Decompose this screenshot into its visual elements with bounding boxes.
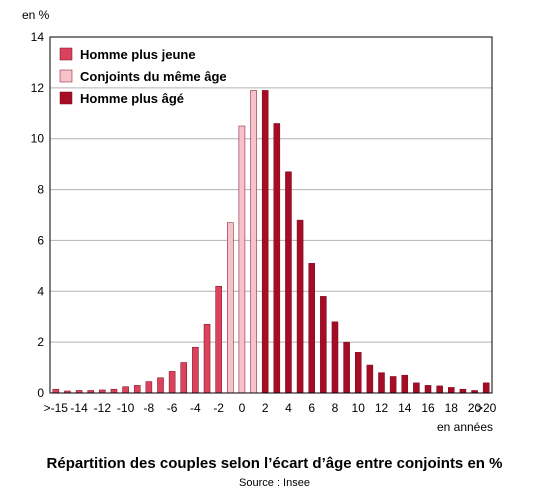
bar — [308, 263, 315, 394]
x-tick-label: 16 — [421, 401, 435, 415]
x-tick-label: 12 — [375, 401, 389, 415]
y-tick-label: 4 — [37, 284, 44, 298]
y-axis-label: en % — [22, 8, 50, 22]
y-tick-label: 8 — [37, 183, 44, 197]
bar — [122, 386, 129, 394]
bar — [238, 125, 246, 394]
x-tick-label: -12 — [94, 401, 112, 415]
legend-swatch — [59, 91, 73, 105]
x-tick-label: 8 — [332, 401, 339, 415]
legend-label: Homme plus âgé — [80, 91, 184, 106]
y-tick-label: 12 — [31, 81, 45, 95]
bar — [320, 296, 327, 394]
x-tick-label: -6 — [167, 401, 178, 415]
y-tick-labels: 0 2 4 6 8 10 12 14 — [31, 30, 45, 400]
chart-source: Source : Insee — [239, 477, 310, 489]
x-tick-label: 18 — [445, 401, 459, 415]
bar — [482, 382, 490, 394]
x-tick-label: >-15 — [44, 401, 69, 415]
plot-frame — [49, 36, 493, 394]
bar — [343, 341, 350, 394]
chart-title: Répartition des couples selon l’écart d’… — [46, 455, 503, 472]
bar — [192, 346, 199, 394]
x-tick-label: -14 — [70, 401, 88, 415]
x-tick-labels: >-15 -14 -12 -10 -8 -6 -4 -2 0 2 4 6 8 10 12 14 16 18 20>2… — [44, 401, 497, 415]
y-tick-label: 10 — [31, 132, 45, 146]
x-tick-label: -8 — [144, 401, 155, 415]
bar — [378, 372, 385, 394]
y-tick-label: 6 — [37, 233, 44, 247]
bar — [424, 385, 432, 394]
bar — [133, 385, 141, 394]
x-tick-label: 0 — [239, 401, 246, 415]
x-tick-label: 10 — [352, 401, 366, 415]
bar — [366, 364, 374, 394]
bar — [250, 90, 257, 394]
bar — [331, 321, 339, 394]
y-tick-label: 2 — [37, 335, 44, 349]
x-tick-label: -4 — [190, 401, 201, 415]
bars — [52, 90, 490, 394]
x-tick-label: 4 — [285, 401, 292, 415]
bar — [261, 90, 269, 394]
bar — [52, 388, 60, 394]
bar — [401, 374, 409, 394]
bar — [273, 123, 281, 394]
x-tick-label: 2 — [262, 401, 269, 415]
bar — [203, 324, 211, 394]
y-tick-label: 0 — [37, 386, 44, 400]
x-tick-label: 20 — [468, 401, 482, 415]
bar — [227, 222, 234, 394]
x-tick-label: -10 — [117, 401, 135, 415]
bar — [285, 171, 292, 394]
bar — [459, 388, 467, 394]
bar — [215, 285, 222, 394]
bar — [157, 377, 164, 394]
bar — [448, 387, 455, 394]
legend-label: Homme plus jeune — [80, 47, 196, 62]
bar — [354, 352, 362, 394]
legend-label: Conjoints du même âge — [80, 69, 227, 84]
bar — [180, 362, 188, 394]
x-tick-label: >20 — [476, 401, 497, 415]
gridlines — [50, 87, 492, 343]
bar — [168, 371, 176, 394]
bar — [413, 382, 420, 394]
y-tick-label: 14 — [31, 30, 45, 44]
x-tick-label: 14 — [398, 401, 412, 415]
legend-swatch — [59, 69, 73, 83]
x-tick-label: -2 — [213, 401, 224, 415]
bar — [145, 381, 153, 394]
x-axis-label: en années — [436, 420, 494, 434]
bar — [110, 388, 118, 394]
bar — [436, 385, 443, 394]
legend-swatch — [59, 47, 73, 61]
x-tick-label: 6 — [308, 401, 315, 415]
bar — [296, 219, 304, 394]
legend: Homme plus jeune Conjoints du même âge Hom… — [59, 47, 227, 106]
bar — [389, 376, 397, 394]
